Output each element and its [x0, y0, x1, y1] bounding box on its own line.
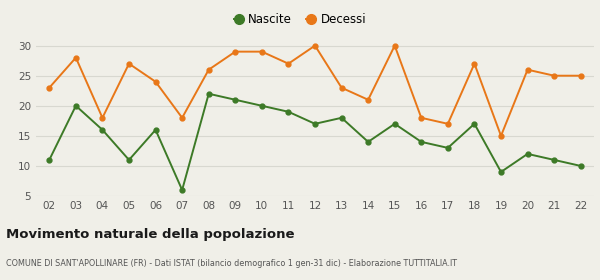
Nascite [258, 104, 265, 108]
Decessi [99, 116, 106, 120]
Decessi [285, 62, 292, 65]
Nascite [99, 128, 106, 132]
Decessi [205, 68, 212, 71]
Decessi [311, 44, 319, 47]
Decessi [232, 50, 239, 53]
Nascite [285, 110, 292, 113]
Decessi [338, 86, 345, 89]
Nascite [471, 122, 478, 125]
Nascite [72, 104, 79, 108]
Decessi [524, 68, 531, 71]
Nascite [444, 146, 451, 150]
Nascite [311, 122, 319, 125]
Nascite [524, 152, 531, 156]
Nascite [125, 158, 133, 162]
Nascite [46, 158, 53, 162]
Nascite [497, 170, 505, 174]
Decessi [471, 62, 478, 65]
Decessi [497, 134, 505, 137]
Nascite [391, 122, 398, 125]
Decessi [444, 122, 451, 125]
Legend: Nascite, Decessi: Nascite, Decessi [229, 9, 371, 31]
Decessi [46, 86, 53, 89]
Nascite [152, 128, 159, 132]
Nascite [551, 158, 558, 162]
Decessi [577, 74, 584, 77]
Nascite [365, 140, 372, 144]
Nascite [232, 98, 239, 101]
Line: Decessi: Decessi [47, 43, 583, 138]
Decessi [365, 98, 372, 101]
Nascite [179, 188, 186, 192]
Nascite [338, 116, 345, 120]
Decessi [418, 116, 425, 120]
Decessi [179, 116, 186, 120]
Nascite [577, 164, 584, 168]
Decessi [72, 56, 79, 59]
Line: Nascite: Nascite [47, 91, 583, 192]
Decessi [152, 80, 159, 83]
Decessi [391, 44, 398, 47]
Decessi [258, 50, 265, 53]
Text: Movimento naturale della popolazione: Movimento naturale della popolazione [6, 228, 295, 241]
Decessi [125, 62, 133, 65]
Text: COMUNE DI SANT'APOLLINARE (FR) - Dati ISTAT (bilancio demografico 1 gen-31 dic) : COMUNE DI SANT'APOLLINARE (FR) - Dati IS… [6, 259, 457, 268]
Nascite [418, 140, 425, 144]
Decessi [551, 74, 558, 77]
Nascite [205, 92, 212, 95]
